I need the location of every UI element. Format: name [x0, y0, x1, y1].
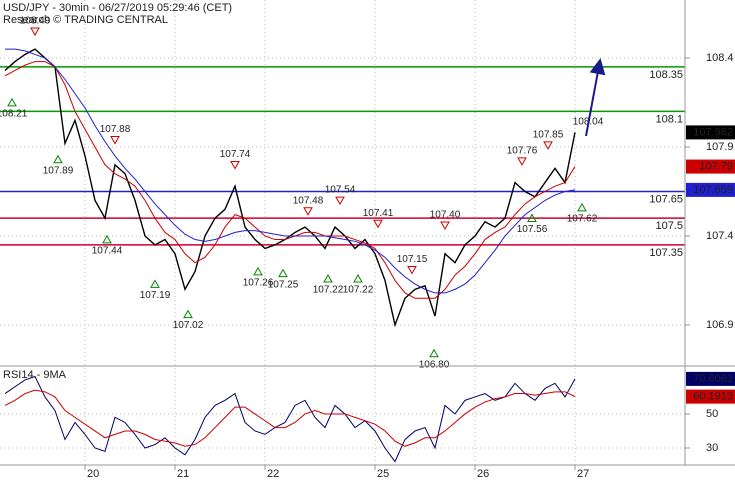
- high-label: 107.85: [533, 130, 564, 141]
- high-marker: [30, 27, 40, 37]
- low-marker: [527, 213, 537, 223]
- high-label: 107.54: [325, 185, 356, 196]
- last-value-box: [686, 182, 735, 197]
- low-marker: [278, 268, 288, 278]
- low-label: 107.89: [43, 165, 74, 176]
- high-marker: [110, 136, 120, 145]
- series-line: [4, 389, 576, 447]
- high-label: 107.41: [363, 208, 394, 219]
- low-marker: [353, 274, 363, 283]
- low-label: 107.62: [567, 213, 598, 224]
- low-marker: [53, 154, 63, 164]
- x-tick-label: 22: [267, 468, 279, 480]
- low-label: 107.02: [173, 320, 204, 331]
- high-label: 107.76: [507, 146, 538, 157]
- last-value-box: [686, 371, 735, 386]
- low-marker: [323, 274, 333, 283]
- high-marker: [230, 160, 240, 170]
- last-value-label: 70.6062: [693, 373, 733, 385]
- high-label: 107.88: [100, 124, 131, 135]
- level-label: 108.35: [649, 69, 683, 81]
- high-marker: [543, 141, 553, 150]
- low-marker: [183, 309, 193, 319]
- last-value-label: 60.1913: [693, 391, 733, 403]
- last-value-box: [686, 389, 735, 404]
- high-marker: [335, 196, 345, 206]
- low-marker: [150, 279, 160, 288]
- level-label: 108.1: [655, 113, 683, 125]
- last-value-box: [686, 125, 735, 140]
- high-marker: [517, 157, 527, 166]
- last-value-label: 107.982: [693, 126, 733, 138]
- low-marker: [253, 266, 263, 276]
- x-tick-label: 27: [577, 468, 589, 480]
- low-label: 107.22: [343, 285, 374, 296]
- y-tick-label: 108.4: [706, 52, 734, 64]
- last-value-label: 107.79: [699, 160, 733, 172]
- last-value-box: [686, 159, 735, 174]
- high-marker: [373, 219, 383, 229]
- high-marker: [440, 221, 450, 230]
- high-label: 107.40: [430, 210, 461, 221]
- low-label: 107.22: [313, 285, 344, 296]
- series-line: [4, 375, 576, 463]
- y-tick-label: 107.4: [706, 230, 734, 242]
- series-line: [5, 48, 576, 294]
- chart-subtitle: Research © TRADING CENTRAL: [3, 14, 168, 26]
- series-line: [4, 61, 576, 299]
- y-tick-label: 50: [706, 408, 718, 420]
- x-tick-label: 26: [477, 468, 489, 480]
- x-tick-label: 25: [377, 468, 389, 480]
- chart-title: USD/JPY - 30min - 06/27/2019 05:29:46 (C…: [3, 2, 232, 14]
- low-label: 107.44: [92, 245, 123, 256]
- y-tick-label: 107.9: [706, 141, 734, 153]
- low-label: 107.56: [517, 224, 548, 235]
- y-tick-label: 30: [706, 442, 718, 454]
- low-marker: [7, 97, 17, 107]
- high-label: 107.15: [397, 254, 428, 265]
- y-tick-label: 106.9: [706, 319, 734, 331]
- level-label: 107.65: [649, 193, 683, 205]
- high-marker: [407, 265, 417, 275]
- forecast-arrow: [585, 58, 606, 137]
- x-tick-label: 20: [87, 468, 99, 480]
- level-label: 107.35: [649, 247, 683, 259]
- x-tick-label: 21: [177, 468, 189, 480]
- low-marker: [102, 234, 112, 244]
- last-value-label: 107.659: [693, 184, 733, 196]
- high-label: 108.49: [20, 16, 51, 27]
- high-label: 107.48: [293, 195, 324, 206]
- level-label: 107.5: [655, 220, 683, 232]
- low-label: 107.19: [140, 290, 171, 301]
- low-label: 108.21: [0, 108, 28, 119]
- low-marker: [577, 202, 587, 212]
- low-label: 107.26: [243, 278, 274, 289]
- high-marker: [303, 207, 313, 216]
- high-label: 107.74: [220, 149, 251, 160]
- low-label: 106.80: [419, 359, 450, 370]
- rsi-title: RSI14 - 9MA: [3, 369, 67, 381]
- low-label: 107.25: [268, 279, 299, 290]
- low-marker: [429, 348, 439, 358]
